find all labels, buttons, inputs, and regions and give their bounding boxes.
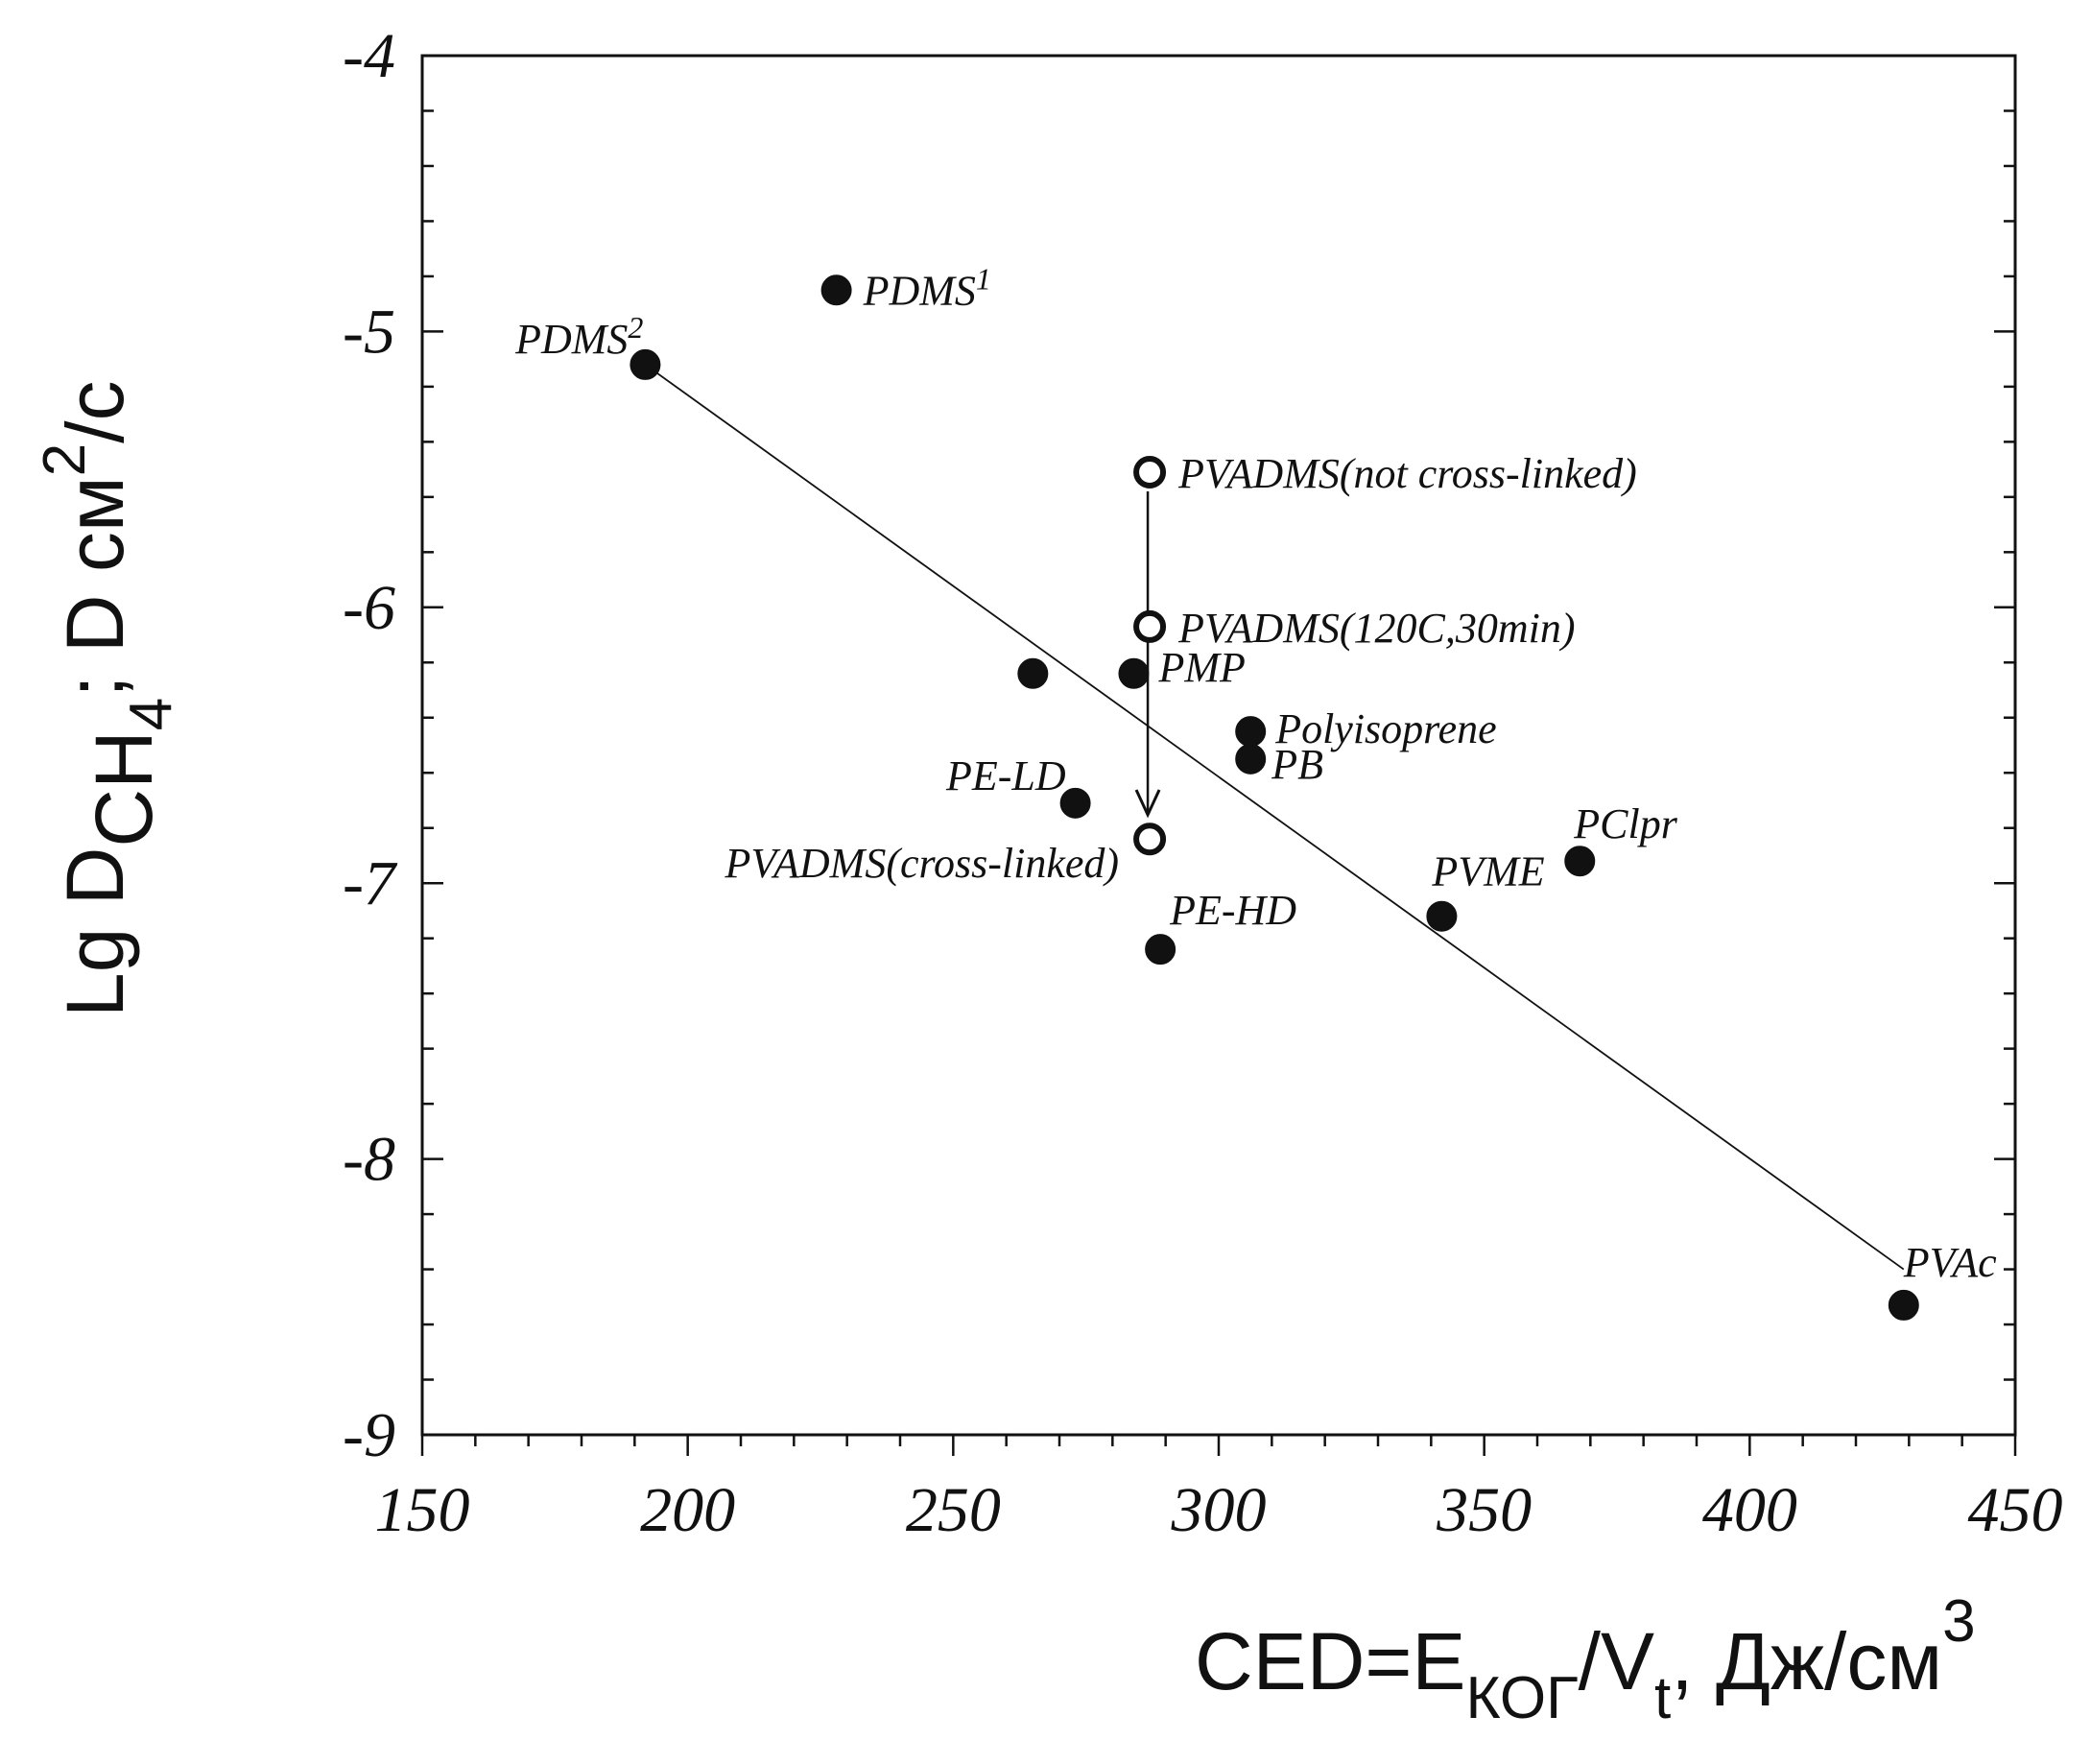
data-point-filled xyxy=(1235,743,1267,775)
plot-area: -4 -5 -6 -7 -8 -9 150 200 250 300 350 400 450 PDMS1… xyxy=(343,21,2062,1545)
data-point-filled xyxy=(1145,934,1176,965)
data-point-filled xyxy=(1059,787,1091,819)
y-tick-label: -6 xyxy=(343,573,395,643)
x-tick-label: 450 xyxy=(1968,1475,2063,1545)
trend-line xyxy=(644,364,1905,1271)
data-point-filled xyxy=(1564,846,1596,877)
point-label: PE-HD xyxy=(1169,887,1296,934)
point-label: PMP xyxy=(1157,644,1245,691)
y-axis-title-mid: ; D см xyxy=(50,476,140,697)
point-label: PDMS2 xyxy=(514,310,643,363)
data-point-filled xyxy=(1235,716,1267,748)
point-label: PClpr xyxy=(1573,800,1677,847)
x-tick-label: 150 xyxy=(375,1475,470,1545)
point-label: PVADMS(not cross-linked) xyxy=(1177,450,1637,497)
y-tick-label: -4 xyxy=(343,21,395,91)
x-axis-title: CED=EКОГ/Vt, Дж/см3 xyxy=(1195,1588,1976,1731)
y-axis-title: Lg DCH4; D см2/c xyxy=(32,380,184,1017)
data-point-filled xyxy=(1017,657,1049,689)
y-axis-ticks: -4 -5 -6 -7 -8 -9 xyxy=(343,21,2015,1470)
y-axis-title-subsub: 4 xyxy=(118,698,184,730)
y-tick-label: -5 xyxy=(343,297,395,367)
y-axis-title-main: Lg D xyxy=(50,847,140,1017)
y-tick-label: -7 xyxy=(343,848,398,918)
plot-frame xyxy=(420,54,2017,1437)
x-tick-label: 200 xyxy=(640,1475,735,1545)
data-point-filled xyxy=(1888,1289,1919,1321)
arrow-head xyxy=(1134,789,1161,819)
y-axis-title-sup: 2 xyxy=(32,443,98,476)
x-axis-ticks: 150 200 250 300 350 400 450 xyxy=(375,1435,2063,1545)
point-label: Polyisoprene xyxy=(1274,705,1497,752)
x-tick-label: 350 xyxy=(1436,1475,1532,1545)
y-tick-label: -9 xyxy=(343,1400,395,1470)
x-tick-label: 250 xyxy=(906,1475,1001,1545)
data-point-filled xyxy=(630,348,661,380)
y-axis-title-sub: CH xyxy=(79,730,169,846)
point-label: PVAc xyxy=(1903,1239,1997,1286)
x-axis-title-sub1: КОГ xyxy=(1465,1665,1578,1731)
x-tick-label: 300 xyxy=(1171,1475,1267,1545)
y-tick-label: -8 xyxy=(343,1125,395,1195)
data-point-open xyxy=(1133,455,1167,489)
x-tick-label: 400 xyxy=(1702,1475,1797,1545)
data-point-filled xyxy=(820,274,852,306)
point-label: PE-LD xyxy=(945,752,1066,799)
crosslink-arrow xyxy=(1134,490,1161,819)
data-point-open xyxy=(1133,609,1167,643)
data-point-filled xyxy=(1118,657,1150,689)
x-axis-title-sup: 3 xyxy=(1942,1588,1975,1655)
point-label: PVME xyxy=(1431,848,1544,895)
x-axis-title-tail: , Дж/см xyxy=(1671,1616,1942,1706)
x-axis-title-main: CED=E xyxy=(1195,1616,1465,1706)
x-axis-title-mid: /V xyxy=(1579,1616,1654,1706)
data-points xyxy=(630,274,1919,1321)
point-label: PB xyxy=(1271,741,1323,788)
y-axis-title-tail: /c xyxy=(50,380,140,442)
point-label: PDMS1 xyxy=(863,261,991,314)
point-label: PVADMS(cross-linked) xyxy=(725,840,1120,887)
data-point-open xyxy=(1133,822,1167,856)
point-label: PVADMS(120C,30min) xyxy=(1177,605,1575,652)
x-axis-title-sub2: t xyxy=(1654,1665,1671,1731)
data-point-filled xyxy=(1426,900,1458,932)
